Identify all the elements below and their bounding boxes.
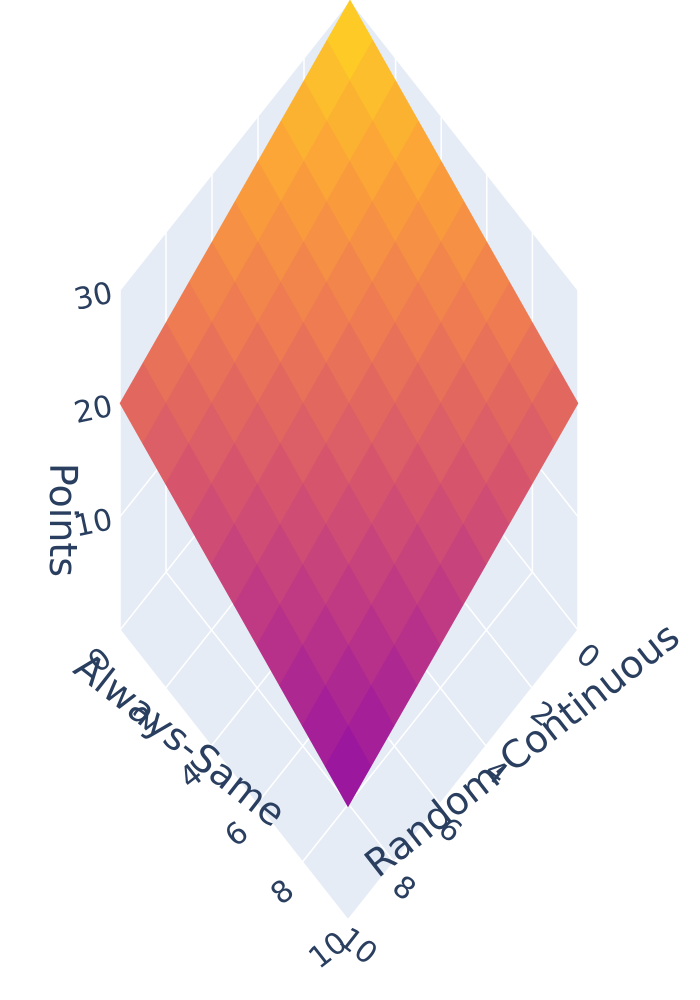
z-axis-title: Points xyxy=(41,463,85,577)
surface-cell xyxy=(324,725,372,808)
z-tick-label: 30 xyxy=(71,276,116,318)
y-tick-label: 8 xyxy=(264,873,301,912)
wall-gridline-z xyxy=(349,0,579,291)
floor-gridline-y xyxy=(301,571,533,863)
surface-plot xyxy=(119,0,579,808)
z-tick-label: 20 xyxy=(71,389,116,431)
floor-gridline-x xyxy=(165,571,395,863)
wall-gridline-z xyxy=(119,0,351,291)
floor-gridline-y xyxy=(347,629,579,921)
z-tick-label: 10 xyxy=(71,502,116,544)
floor-gridline-x xyxy=(119,629,349,921)
